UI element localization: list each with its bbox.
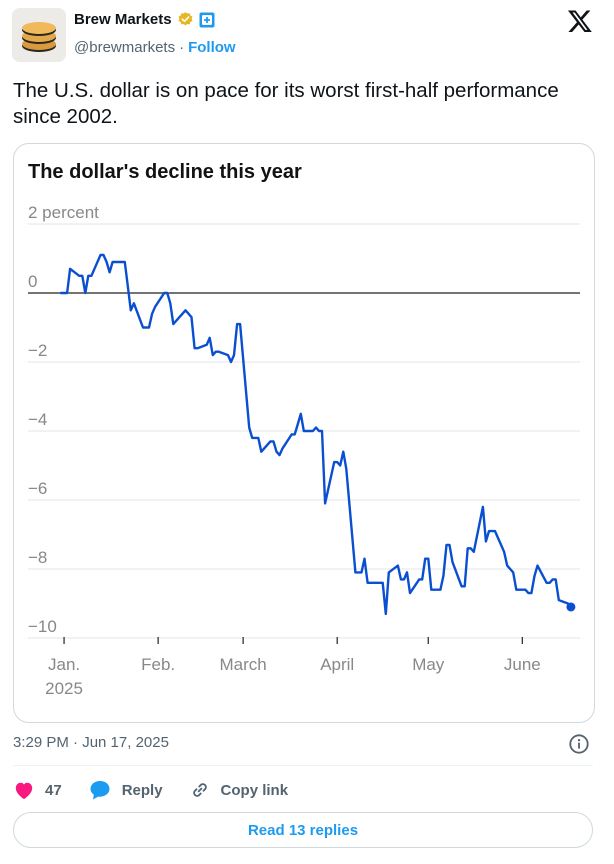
series-line xyxy=(59,253,573,616)
avatar[interactable] xyxy=(12,8,66,62)
x-tick-label: June xyxy=(504,655,541,674)
y-tick-label: 0 xyxy=(28,272,37,291)
y-tick-label: −8 xyxy=(28,548,47,567)
info-icon[interactable] xyxy=(568,733,590,755)
coin-stack-icon xyxy=(12,8,66,62)
last-point-marker xyxy=(566,602,576,612)
display-name[interactable]: Brew Markets xyxy=(74,11,172,28)
affiliate-badge-icon xyxy=(199,12,215,27)
x-tick-label: March xyxy=(220,655,267,674)
y-tick-label: −10 xyxy=(28,617,57,636)
chart-title: The dollar's decline this year xyxy=(28,161,302,183)
y-tick-label: −6 xyxy=(28,479,47,498)
account-name-row: Brew Markets xyxy=(74,11,215,28)
y-tick-label: −4 xyxy=(28,410,47,429)
follow-button[interactable]: Follow xyxy=(188,39,236,56)
reply-button[interactable]: Reply xyxy=(88,779,163,801)
x-tick-sublabel: 2025 xyxy=(45,679,83,698)
account-handle[interactable]: @brewmarkets xyxy=(74,39,176,56)
x-tick-label: April xyxy=(320,655,354,674)
x-tick-label: Feb. xyxy=(141,655,175,674)
media-card[interactable]: The dollar's decline this year 2 percent… xyxy=(13,143,595,723)
reply-label: Reply xyxy=(121,781,163,799)
reply-bubble-icon xyxy=(90,781,110,800)
handle-row: @brewmarkets · Follow xyxy=(74,39,236,56)
like-button[interactable]: 47 xyxy=(13,780,62,800)
x-tick-label: Jan. xyxy=(48,655,80,674)
post-text: The U.S. dollar is on pace for its worst… xyxy=(13,79,559,128)
x-logo-icon[interactable] xyxy=(566,8,594,34)
y-tick-label: 2 percent xyxy=(28,203,99,222)
post-timestamp[interactable]: 3:29 PM · Jun 17, 2025 xyxy=(13,734,169,751)
link-icon xyxy=(192,783,207,797)
gold-verified-badge-icon xyxy=(178,12,192,26)
divider xyxy=(13,765,593,766)
like-count: 47 xyxy=(45,781,62,799)
heart-icon xyxy=(15,782,33,800)
read-replies-button[interactable]: Read 13 replies xyxy=(13,812,593,848)
y-tick-label: −2 xyxy=(28,341,47,360)
separator: · xyxy=(179,39,185,56)
x-tick-label: May xyxy=(412,655,445,674)
copy-link-label: Copy link xyxy=(220,781,289,799)
action-bar: 47 Reply Copy link xyxy=(13,777,314,803)
line-chart: 2 percent 0 −2 −4 −6 −8 −10 Jan. 2025 Feb. March Ap… xyxy=(28,203,580,698)
copy-link-button[interactable]: Copy link xyxy=(189,779,289,801)
